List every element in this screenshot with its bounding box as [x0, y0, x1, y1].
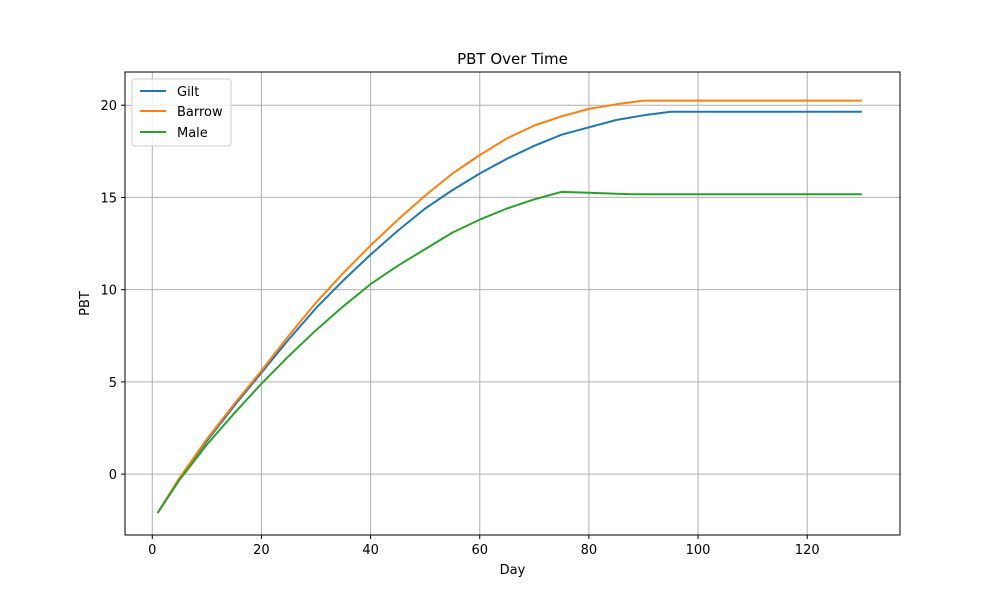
x-tick-label: 60 [471, 543, 488, 558]
y-axis-label: PBT [78, 291, 93, 316]
axis-ticks: 0 20 40 60 80 100 120 0 5 10 15 20 [100, 99, 819, 558]
legend-label-male: Male [177, 126, 208, 141]
series-lines [156, 99, 862, 514]
y-tick-label: 0 [109, 468, 117, 483]
plot-frame [124, 71, 901, 536]
legend-label-barrow: Barrow [177, 105, 223, 120]
y-tick-label: 5 [109, 376, 117, 391]
x-axis-label: Day [500, 563, 526, 578]
y-tick-label: 15 [100, 191, 117, 206]
legend: Gilt Barrow Male [131, 78, 232, 147]
x-tick-label: 40 [362, 543, 379, 558]
series-line-barrow [156, 99, 862, 514]
series-line-gilt [156, 110, 862, 514]
x-tick-label: 100 [686, 543, 711, 558]
x-tick-label: 20 [253, 543, 270, 558]
y-tick-label: 10 [100, 284, 117, 299]
y-tick-label: 20 [100, 99, 117, 114]
chart-title: PBT Over Time [457, 50, 568, 68]
x-tick-label: 80 [581, 543, 598, 558]
legend-box [131, 78, 232, 147]
x-tick-label: 120 [795, 543, 820, 558]
legend-label-gilt: Gilt [177, 85, 199, 100]
x-tick-label: 0 [148, 543, 156, 558]
series-line-male [156, 190, 862, 514]
